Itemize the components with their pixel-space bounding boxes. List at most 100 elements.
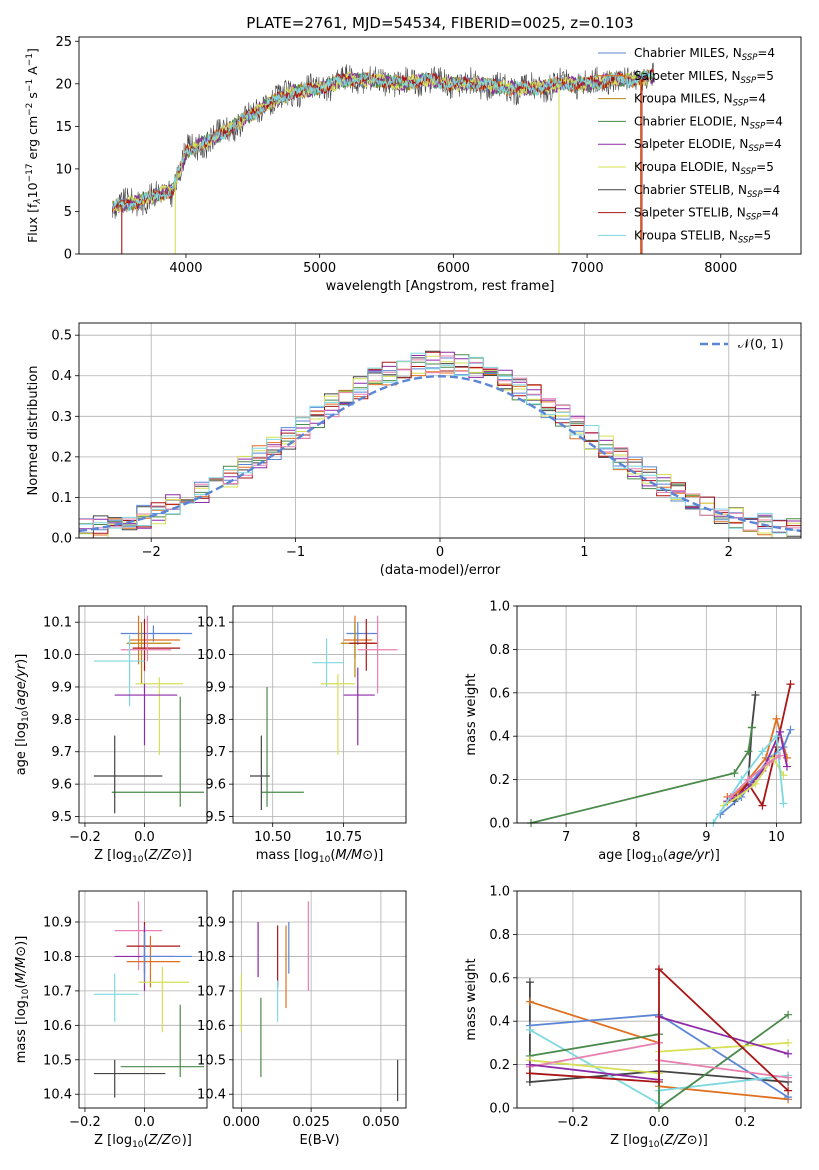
- x-tick-label: 10: [768, 830, 785, 845]
- x-tick-label: 2: [725, 545, 733, 560]
- weight-marker: [772, 732, 781, 741]
- y-tick-label: 10.4: [43, 1088, 72, 1103]
- y-axis-label: mass weight: [464, 673, 479, 755]
- x-tick-label: −1: [286, 545, 305, 560]
- weight-marker: [525, 978, 534, 987]
- axes-age_vs_Z: −0.2 0.0 9.5 9.6 9.7 9.8 9.9 10.0 10.1 Z [log10(Z…: [14, 605, 208, 865]
- x-tick-label: 9: [702, 830, 710, 845]
- spectrum-line: [112, 71, 655, 211]
- axes-frame: [78, 36, 802, 255]
- x-tick-label: 8: [632, 830, 640, 845]
- x-axis-label: mass [log10(M/M⊙)]: [256, 848, 384, 865]
- weight-marker: [751, 690, 760, 699]
- y-tick-label: 0.8: [489, 643, 510, 658]
- weight-marker: [784, 1010, 793, 1019]
- y-tick-label: 10.5: [43, 1053, 72, 1068]
- weight-marker: [784, 1049, 793, 1058]
- y-tick-label: 0.6: [489, 971, 510, 986]
- errorbar-point: [126, 622, 172, 684]
- x-axis-label: (data-model)/error: [380, 563, 501, 578]
- x-tick-label: 0.0: [134, 1115, 155, 1130]
- y-tick-label: 0.5: [51, 329, 72, 344]
- errorbar-point: [126, 922, 181, 974]
- axes-frame: [232, 605, 407, 824]
- axes-weight_vs_age: 7 8 9 10 0.0 0.2 0.4 0.6 0.8 1.0 age [log10(age/yr…: [464, 600, 802, 865]
- x-tick-label: 6000: [437, 261, 470, 276]
- y-tick-label: 0.8: [489, 928, 510, 943]
- x-tick-label: 10.50: [254, 830, 291, 845]
- legend-entry: Chabrier ELODIE, NSSP=4: [634, 114, 783, 131]
- axes-spectrum: 4000 5000 6000 7000 8000 0 5 10 15 20 25 PLATE=2761…: [25, 14, 802, 294]
- x-tick-label: 0.000: [223, 1115, 260, 1130]
- spectrum-line: [112, 68, 655, 212]
- y-tick-label: 0.4: [51, 369, 72, 384]
- y-tick-label: 10.4: [197, 1088, 226, 1103]
- legend-entry: Salpeter MILES, NSSP=5: [634, 69, 774, 86]
- errorbar-point: [141, 932, 193, 981]
- weight-marker: [784, 1086, 793, 1095]
- x-tick-label: −2: [142, 545, 161, 560]
- errorbar-point: [312, 638, 344, 687]
- y-tick-label: 0: [64, 248, 72, 263]
- x-tick-label: −0.2: [557, 1115, 589, 1130]
- weight-marker: [730, 769, 739, 778]
- legend-entry: Kroupa STELIB, NSSP=5: [634, 228, 771, 245]
- y-tick-label: 1.0: [489, 885, 510, 900]
- weight-marker: [782, 753, 791, 762]
- errorbar-point: [250, 735, 270, 811]
- y-axis-label: Normed distribution: [26, 366, 41, 496]
- y-tick-label: 10.0: [43, 648, 72, 663]
- y-tick-label: 9.7: [205, 745, 226, 760]
- weight-marker: [772, 714, 781, 723]
- weight-marker: [525, 1025, 534, 1034]
- axes-mass_vs_ebv: 0.000 0.025 0.050 10.4 10.5 10.6 10.7 10.8 10.9 E…: [197, 890, 407, 1148]
- weight-marker: [779, 799, 788, 808]
- errorbar-point: [357, 615, 398, 694]
- y-tick-label: 0.0: [51, 532, 72, 547]
- errorbar-point: [120, 625, 193, 642]
- weight-marker: [655, 965, 663, 974]
- normal-curve: [79, 374, 801, 533]
- weight-marker: [525, 1069, 534, 1078]
- y-tick-label: 10.6: [43, 1019, 72, 1034]
- y-tick-label: 0.2: [489, 1058, 510, 1073]
- errorbar-point: [126, 935, 181, 988]
- spectrum-line: [112, 71, 655, 211]
- legend-entry: Kroupa ELODIE, NSSP=5: [634, 160, 774, 177]
- y-tick-label: 10.5: [197, 1053, 226, 1068]
- x-tick-label: 5000: [303, 261, 336, 276]
- legend: Chabrier MILES, NSSP=4 Salpeter MILES, NS…: [598, 46, 783, 245]
- weight-marker: [655, 1077, 663, 1086]
- axes-mass_vs_Z: −0.2 0.0 10.4 10.5 10.6 10.7 10.8 10.9 Z [log10(…: [14, 890, 208, 1150]
- errorbar-point: [93, 735, 163, 814]
- x-tick-label: 0.0: [649, 1115, 670, 1130]
- errorbar-point: [320, 674, 355, 755]
- weight-marker: [775, 751, 784, 760]
- y-axis-label: mass [log10(M/M⊙)]: [14, 936, 31, 1064]
- errorbar-point: [93, 1059, 166, 1098]
- errorbar-point: [93, 635, 145, 707]
- x-tick-label: 0.025: [293, 1115, 330, 1130]
- y-tick-label: 10.1: [43, 616, 72, 631]
- weight-series: [719, 753, 788, 810]
- errorbar-point: [120, 1004, 205, 1077]
- y-tick-label: 0.4: [489, 730, 510, 745]
- weight-marker: [525, 997, 534, 1006]
- legend-entry: Salpeter ELODIE, NSSP=4: [634, 137, 782, 154]
- y-axis-label: mass weight: [464, 958, 479, 1040]
- y-tick-label: 10.8: [43, 950, 72, 965]
- weight-marker: [751, 779, 760, 788]
- errorbar-point: [114, 683, 178, 746]
- errorbar-point: [261, 686, 304, 807]
- errorbar-point: [132, 618, 181, 671]
- y-tick-label: 0.4: [489, 1015, 510, 1030]
- errorbar-point: [343, 667, 375, 746]
- y-tick-label: 10.9: [43, 916, 72, 931]
- y-tick-label: 9.8: [205, 713, 226, 728]
- x-tick-label: 4000: [169, 261, 202, 276]
- y-tick-label: 10.1: [197, 616, 226, 631]
- y-tick-label: 0.3: [51, 410, 72, 425]
- axes-frame: [78, 605, 208, 824]
- spectrum-line: [112, 70, 655, 213]
